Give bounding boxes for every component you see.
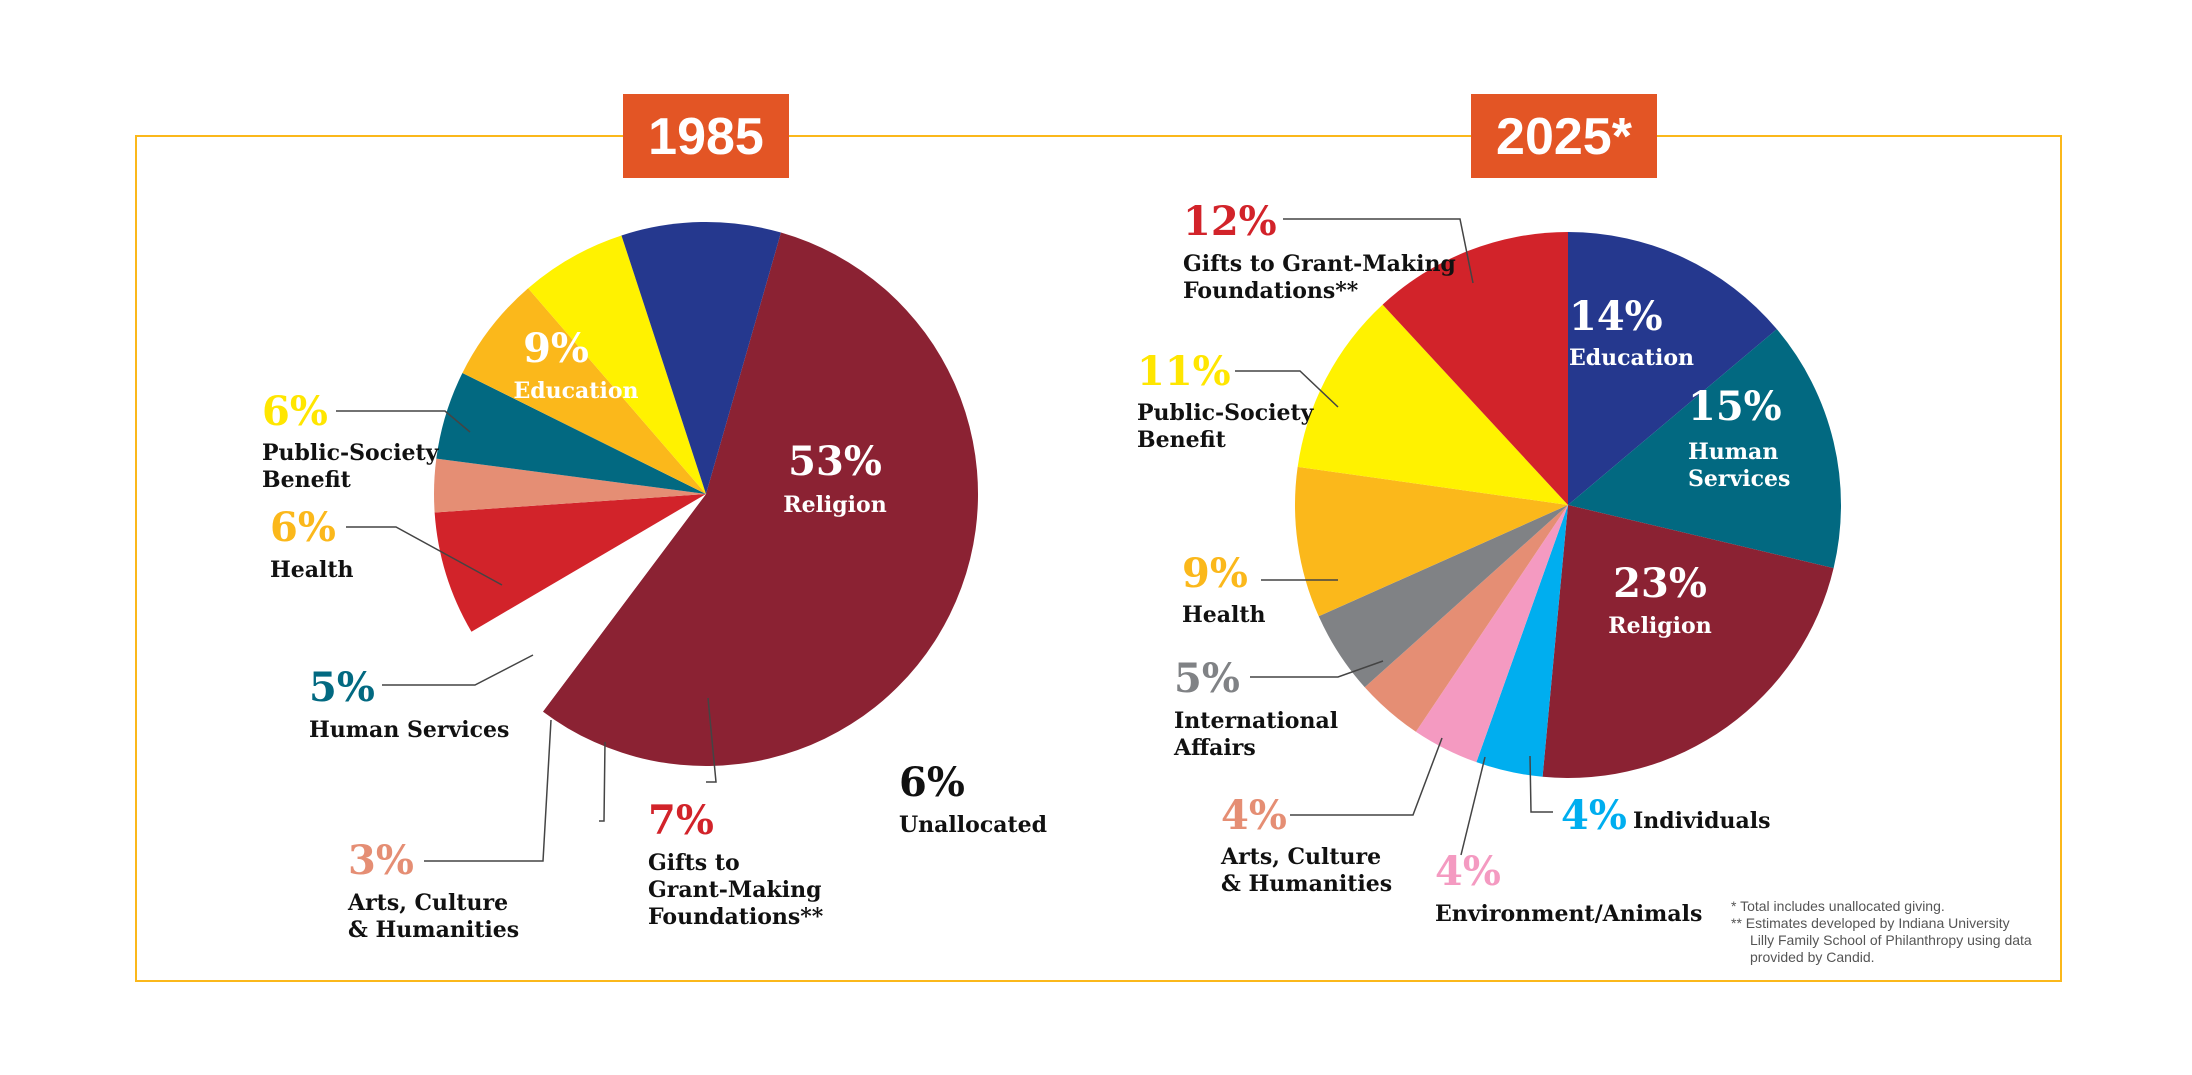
leader-lines	[336, 218, 1553, 862]
pct-arts-1985: 3%	[348, 837, 414, 884]
leader-line	[1529, 755, 1553, 813]
label-gifts-1985-line1: Gifts to	[648, 850, 740, 876]
chart-title-1985: 1985	[648, 108, 764, 166]
slice-education-2025	[1568, 232, 1777, 505]
slice-gifts-to-grant-making-foundations-1985	[434, 494, 706, 632]
label-individuals-2025: Individuals	[1633, 808, 1771, 834]
pct-human-2025: 15%	[1688, 383, 1782, 430]
pct-health-2025: 9%	[1182, 550, 1248, 597]
footnote-1: * Total includes unallocated giving.	[1731, 898, 1945, 914]
label-health-1985: Health	[270, 557, 354, 583]
pct-education-2025: 14%	[1569, 293, 1663, 340]
pct-public-1985: 6%	[262, 388, 328, 435]
slice-arts-culture-humanities-2025	[1364, 505, 1568, 732]
pct-health-1985: 6%	[270, 504, 336, 551]
pct-human-1985: 5%	[309, 664, 375, 711]
label-education-2025: Education	[1569, 345, 1694, 371]
slice-individuals-2025	[1476, 505, 1568, 777]
pct-individuals-2025: 4%	[1561, 792, 1627, 839]
label-arts-2025-line1: Arts, Culture	[1220, 844, 1381, 870]
leader-line	[382, 654, 534, 686]
leader-line	[1460, 756, 1486, 856]
pct-gifts-1985: 7%	[648, 797, 714, 844]
year-box-1985	[623, 94, 789, 178]
label-env-2025: Environment/Animals	[1435, 901, 1702, 927]
label-intl-2025-line1: International	[1174, 708, 1338, 734]
year-box-2025	[1471, 94, 1657, 178]
frame-border	[135, 135, 2062, 982]
pct-unallocated-1985: 6%	[899, 759, 965, 806]
leader-line	[424, 719, 552, 862]
label-religion-1985: Religion	[783, 492, 886, 518]
label-gifts-2025-line2: Foundations**	[1183, 278, 1359, 304]
label-human-1985: Human Services	[309, 717, 509, 743]
label-education-1985: Education	[514, 378, 639, 404]
leader-line	[336, 410, 471, 433]
label-religion-2025: Religion	[1608, 613, 1711, 639]
label-arts-1985-line1: Arts, Culture	[347, 890, 508, 916]
pct-religion-2025: 23%	[1613, 560, 1707, 607]
slice-health-1985	[462, 288, 706, 494]
footnote-2: ** Estimates developed by Indiana Univer…	[1731, 915, 2010, 931]
leader-line	[346, 526, 503, 586]
label-public-1985-line2: Benefit	[262, 467, 352, 493]
label-gifts-1985-line3: Foundations**	[648, 904, 824, 930]
footnote-4: provided by Candid.	[1750, 949, 1875, 965]
pct-religion-1985: 53%	[788, 438, 882, 485]
pct-public-2025: 11%	[1137, 348, 1231, 395]
slice-arts-culture-humanities-1985	[434, 458, 706, 513]
label-public-2025-line1: Public-Society	[1137, 400, 1315, 426]
slice-public-society-benefit-1985	[528, 235, 706, 494]
label-arts-1985-line2: & Humanities	[348, 917, 519, 943]
slice-religion-1985	[542, 232, 979, 767]
label-intl-2025-line2: Affairs	[1173, 735, 1256, 761]
label-public-1985-line1: Public-Society	[262, 440, 440, 466]
leader-line	[1235, 370, 1339, 408]
slice-health-2025	[1295, 466, 1568, 617]
leader-line	[1290, 737, 1443, 816]
slice-public-society-benefit-2025	[1297, 304, 1568, 505]
leader-line	[599, 741, 606, 822]
pct-arts-2025: 4%	[1221, 792, 1287, 839]
label-arts-2025-line2: & Humanities	[1221, 871, 1392, 897]
leader-line	[1283, 218, 1474, 284]
label-unallocated-1985: Unallocated	[899, 812, 1047, 838]
label-gifts-2025-line1: Gifts to Grant-Making	[1183, 251, 1456, 277]
label-human-2025-line2: Services	[1688, 466, 1790, 492]
slice-international-affairs-2025	[1318, 505, 1568, 688]
slice-religion-2025	[1542, 505, 1834, 778]
slice-human-services-1985	[436, 372, 706, 494]
pct-gifts-2025: 12%	[1183, 198, 1277, 245]
pct-env-2025: 4%	[1435, 848, 1501, 895]
slice-environment-animals-2025	[1415, 505, 1568, 763]
slice-gifts-to-grant-making-foundations-2025	[1382, 232, 1568, 505]
slice-human-services-2025	[1568, 329, 1841, 569]
label-health-2025: Health	[1182, 602, 1266, 628]
leader-line	[1250, 660, 1384, 678]
slice-education-1985	[621, 222, 781, 494]
label-human-2025-line1: Human	[1688, 439, 1778, 465]
label-public-2025-line2: Benefit	[1137, 427, 1227, 453]
pct-intl-2025: 5%	[1174, 655, 1240, 702]
footnote-3: Lilly Family School of Philanthropy usin…	[1750, 932, 2032, 948]
leader-line	[706, 697, 717, 783]
label-gifts-1985-line2: Grant-Making	[648, 877, 822, 903]
chart-title-2025: 2025*	[1496, 108, 1633, 166]
pct-education-1985: 9%	[523, 325, 589, 372]
